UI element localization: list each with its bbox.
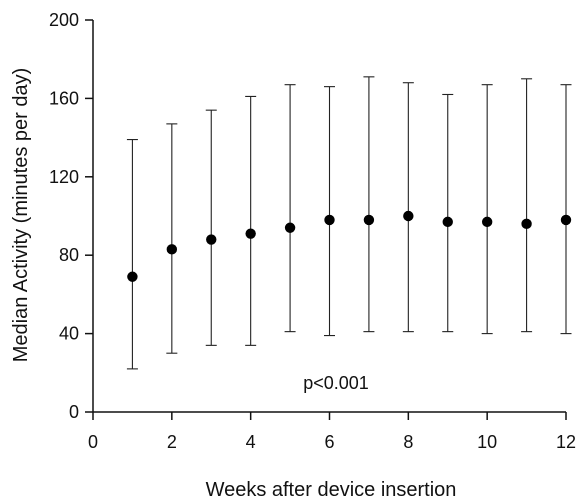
data-point xyxy=(166,244,178,255)
data-point xyxy=(206,234,217,245)
y-tick-label: 160 xyxy=(49,88,79,108)
p-value-annotation: p<0.001 xyxy=(303,373,369,393)
data-point xyxy=(363,214,375,226)
y-tick-label: 120 xyxy=(49,167,79,187)
x-tick-label: 0 xyxy=(88,432,98,452)
x-tick-label: 2 xyxy=(167,432,177,452)
data-point xyxy=(442,216,453,228)
data-point xyxy=(481,216,493,228)
data-point xyxy=(324,214,335,226)
data-point xyxy=(403,210,414,222)
series-layer xyxy=(126,76,572,370)
data-point xyxy=(245,228,256,239)
y-tick-label: 200 xyxy=(49,10,79,30)
x-tick-label: 12 xyxy=(556,432,576,452)
y-tick-label: 40 xyxy=(59,324,79,344)
axes-layer: 0 40 80 120 160 200 0 2 4 6 8 10 12 xyxy=(49,10,576,452)
y-tick-label: 0 xyxy=(69,402,79,422)
x-tick-label: 8 xyxy=(403,432,413,452)
x-tick-label: 4 xyxy=(246,432,256,452)
x-tick-label: 10 xyxy=(477,432,497,452)
data-point xyxy=(521,218,532,230)
y-tick-label: 80 xyxy=(59,245,79,265)
y-axis-label: Median Activity (minutes per day) xyxy=(10,68,32,363)
data-point xyxy=(284,222,296,233)
data-point xyxy=(560,214,572,226)
x-axis-label: Weeks after device insertion xyxy=(206,479,457,500)
x-tick-label: 6 xyxy=(324,432,334,452)
data-point xyxy=(127,271,138,282)
